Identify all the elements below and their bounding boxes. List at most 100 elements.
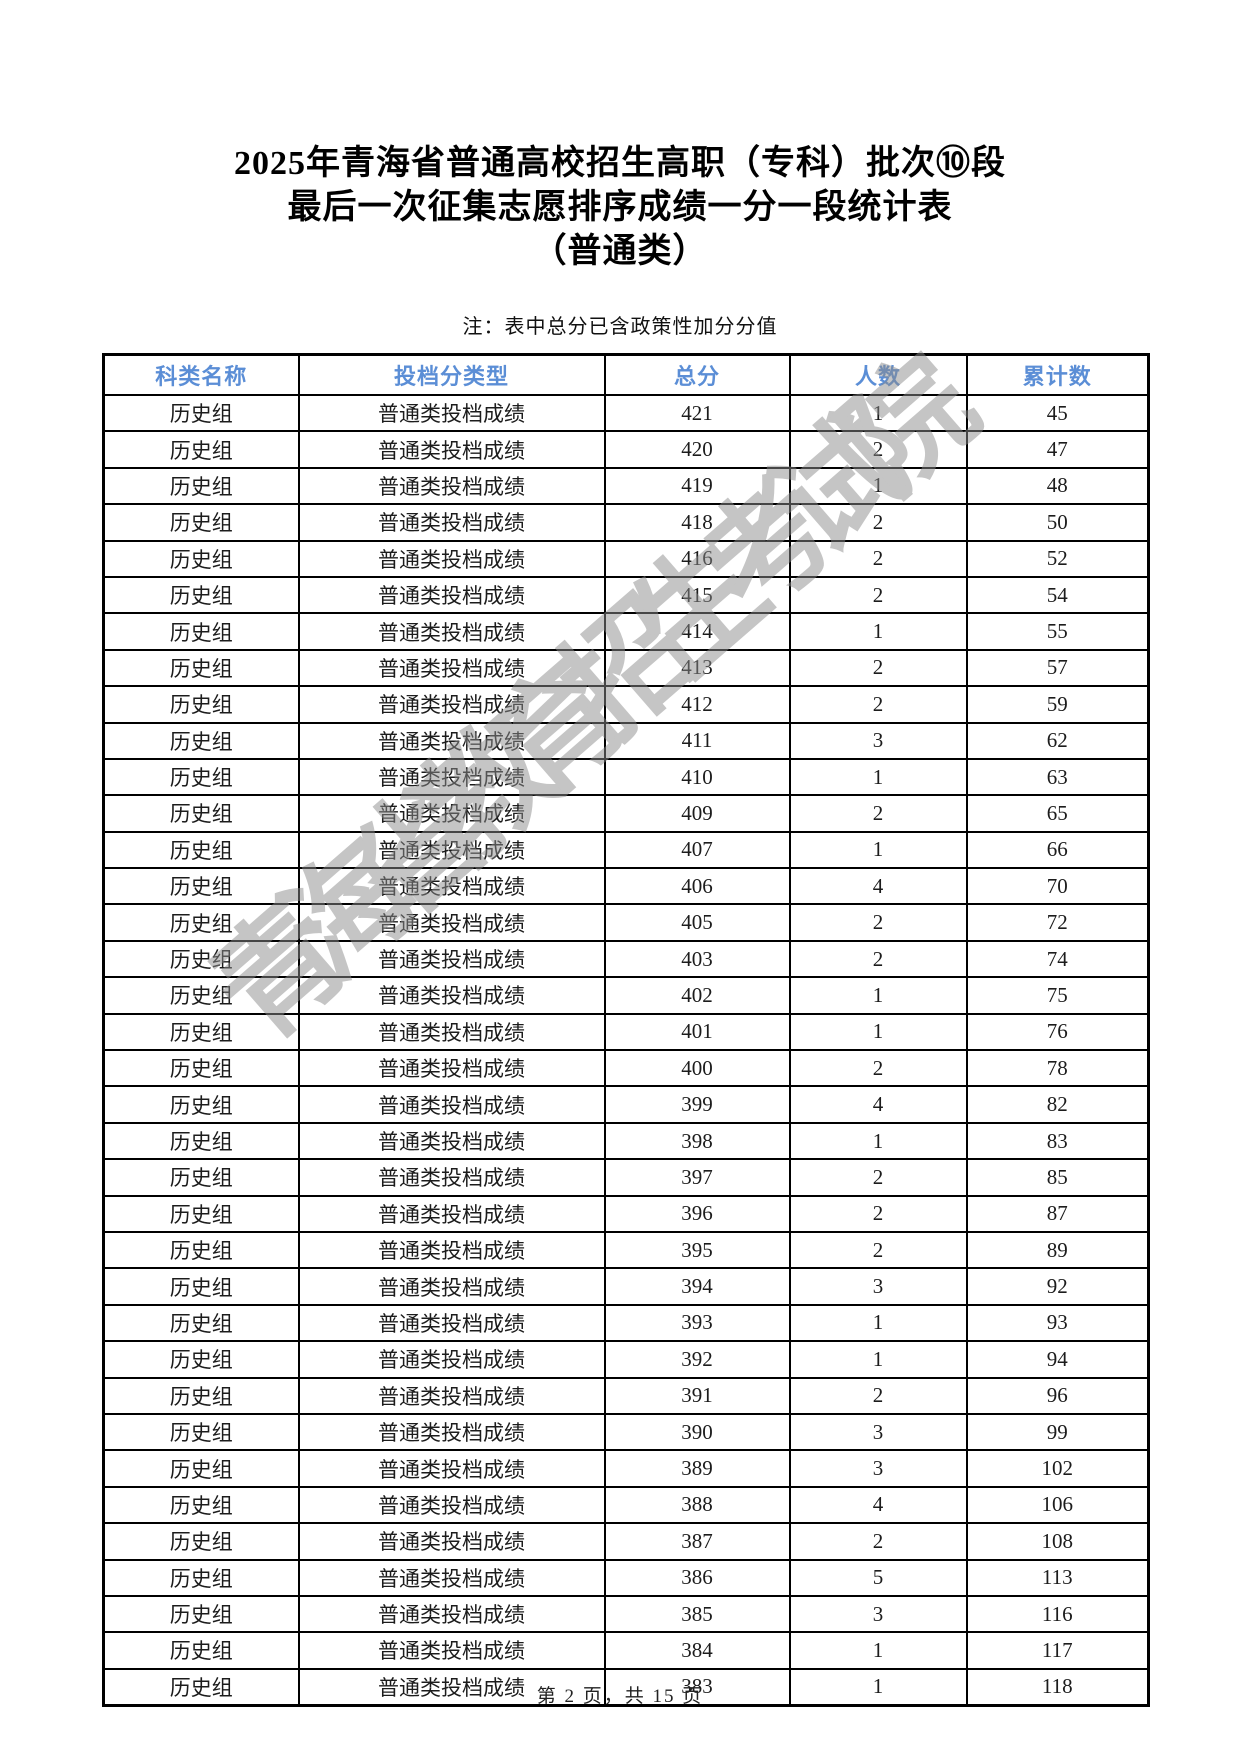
cell-cumulative: 76 xyxy=(965,1012,1150,1052)
cell-total-score: 392 xyxy=(603,1340,791,1379)
cell-cumulative: 72 xyxy=(965,903,1150,942)
column-header-category: 科类名称 xyxy=(102,353,300,396)
cell-score-type: 普通类投档成绩 xyxy=(297,1303,606,1343)
cell-category: 历史组 xyxy=(102,1631,300,1670)
cell-total-score: 397 xyxy=(603,1158,791,1197)
table-row: 历史组 普通类投档成绩 386 5 113 xyxy=(102,1558,1150,1597)
cell-category: 历史组 xyxy=(102,903,300,942)
table-row: 历史组 普通类投档成绩 395 2 89 xyxy=(102,1230,1150,1270)
cell-total-score: 394 xyxy=(603,1267,791,1306)
cell-count: 2 xyxy=(788,539,968,578)
table-row: 历史组 普通类投档成绩 397 2 85 xyxy=(102,1158,1150,1197)
cell-score-type: 普通类投档成绩 xyxy=(297,575,606,615)
cell-category: 历史组 xyxy=(102,1522,300,1561)
cell-category: 历史组 xyxy=(102,1267,300,1306)
cell-cumulative: 117 xyxy=(965,1631,1150,1670)
column-header-total-score: 总分 xyxy=(603,353,791,396)
table-row: 历史组 普通类投档成绩 421 1 45 xyxy=(102,393,1150,433)
cell-cumulative: 54 xyxy=(965,575,1150,615)
table-row: 历史组 普通类投档成绩 385 3 116 xyxy=(102,1594,1150,1634)
cell-category: 历史组 xyxy=(102,1558,300,1597)
cell-category: 历史组 xyxy=(102,1012,300,1052)
cell-count: 1 xyxy=(788,612,968,651)
table-row: 历史组 普通类投档成绩 407 1 66 xyxy=(102,830,1150,870)
cell-count: 2 xyxy=(788,939,968,979)
cell-score-type: 普通类投档成绩 xyxy=(297,1631,606,1670)
cell-cumulative: 65 xyxy=(965,794,1150,833)
cell-cumulative: 62 xyxy=(965,721,1150,760)
cell-score-type: 普通类投档成绩 xyxy=(297,867,606,906)
cell-total-score: 393 xyxy=(603,1303,791,1343)
cell-score-type: 普通类投档成绩 xyxy=(297,612,606,651)
cell-score-type: 普通类投档成绩 xyxy=(297,1485,606,1525)
cell-score-type: 普通类投档成绩 xyxy=(297,1012,606,1052)
table-row: 历史组 普通类投档成绩 389 3 102 xyxy=(102,1449,1150,1488)
cell-total-score: 414 xyxy=(603,612,791,651)
table-row: 历史组 普通类投档成绩 406 4 70 xyxy=(102,867,1150,906)
table-row: 历史组 普通类投档成绩 388 4 106 xyxy=(102,1485,1150,1525)
table-row: 历史组 普通类投档成绩 411 3 62 xyxy=(102,721,1150,760)
table-row: 历史组 普通类投档成绩 420 2 47 xyxy=(102,430,1150,469)
page-number-footer: 第 2 页，共 15 页 xyxy=(536,1686,704,1707)
cell-score-type: 普通类投档成绩 xyxy=(297,1049,606,1088)
cell-cumulative: 52 xyxy=(965,539,1150,578)
cell-total-score: 385 xyxy=(603,1594,791,1634)
cell-count: 4 xyxy=(788,1485,968,1525)
cell-category: 历史组 xyxy=(102,1303,300,1343)
cell-count: 1 xyxy=(788,1121,968,1161)
cell-cumulative: 83 xyxy=(965,1121,1150,1161)
cell-category: 历史组 xyxy=(102,1194,300,1233)
cell-total-score: 407 xyxy=(603,830,791,870)
table-row: 历史组 普通类投档成绩 410 1 63 xyxy=(102,757,1150,797)
cell-cumulative: 59 xyxy=(965,685,1150,724)
cell-score-type: 普通类投档成绩 xyxy=(297,830,606,870)
cell-count: 2 xyxy=(788,1158,968,1197)
cell-score-type: 普通类投档成绩 xyxy=(297,1522,606,1561)
table-row: 历史组 普通类投档成绩 405 2 72 xyxy=(102,903,1150,942)
cell-score-type: 普通类投档成绩 xyxy=(297,1376,606,1415)
cell-cumulative: 89 xyxy=(965,1230,1150,1270)
cell-cumulative: 70 xyxy=(965,867,1150,906)
cell-category: 历史组 xyxy=(102,867,300,906)
cell-cumulative: 102 xyxy=(965,1449,1150,1488)
table-note: 注：表中总分已含政策性加分分值 xyxy=(462,316,778,338)
cell-count: 4 xyxy=(788,1085,968,1124)
cell-total-score: 395 xyxy=(603,1230,791,1270)
cell-category: 历史组 xyxy=(102,575,300,615)
table-row: 历史组 普通类投档成绩 400 2 78 xyxy=(102,1049,1150,1088)
table-row: 历史组 普通类投档成绩 383 1 118 xyxy=(102,1667,1150,1707)
cell-cumulative: 63 xyxy=(965,757,1150,797)
cell-category: 历史组 xyxy=(102,1449,300,1488)
cell-total-score: 412 xyxy=(603,685,791,724)
cell-score-type: 普通类投档成绩 xyxy=(297,539,606,578)
table-row: 历史组 普通类投档成绩 401 1 76 xyxy=(102,1012,1150,1052)
cell-cumulative: 78 xyxy=(965,1049,1150,1088)
cell-count: 2 xyxy=(788,685,968,724)
cell-score-type: 普通类投档成绩 xyxy=(297,430,606,469)
cell-count: 1 xyxy=(788,1340,968,1379)
cell-cumulative: 96 xyxy=(965,1376,1150,1415)
cell-count: 2 xyxy=(788,903,968,942)
table-row: 历史组 普通类投档成绩 394 3 92 xyxy=(102,1267,1150,1306)
table-row: 历史组 普通类投档成绩 384 1 117 xyxy=(102,1631,1150,1670)
cell-count: 1 xyxy=(788,393,968,433)
table-row: 历史组 普通类投档成绩 414 1 55 xyxy=(102,612,1150,651)
cell-category: 历史组 xyxy=(102,757,300,797)
cell-count: 3 xyxy=(788,721,968,760)
cell-cumulative: 48 xyxy=(965,466,1150,506)
cell-count: 3 xyxy=(788,1412,968,1452)
table-row: 历史组 普通类投档成绩 419 1 48 xyxy=(102,466,1150,506)
column-header-cumulative: 累计数 xyxy=(965,353,1150,396)
cell-score-type: 普通类投档成绩 xyxy=(297,648,606,688)
cell-category: 历史组 xyxy=(102,1230,300,1270)
cell-category: 历史组 xyxy=(102,1412,300,1452)
cell-cumulative: 106 xyxy=(965,1485,1150,1525)
cell-category: 历史组 xyxy=(102,1594,300,1634)
cell-total-score: 399 xyxy=(603,1085,791,1124)
cell-category: 历史组 xyxy=(102,685,300,724)
table-row: 历史组 普通类投档成绩 409 2 65 xyxy=(102,794,1150,833)
cell-total-score: 400 xyxy=(603,1049,791,1088)
cell-score-type: 普通类投档成绩 xyxy=(297,1412,606,1452)
cell-score-type: 普通类投档成绩 xyxy=(297,393,606,433)
